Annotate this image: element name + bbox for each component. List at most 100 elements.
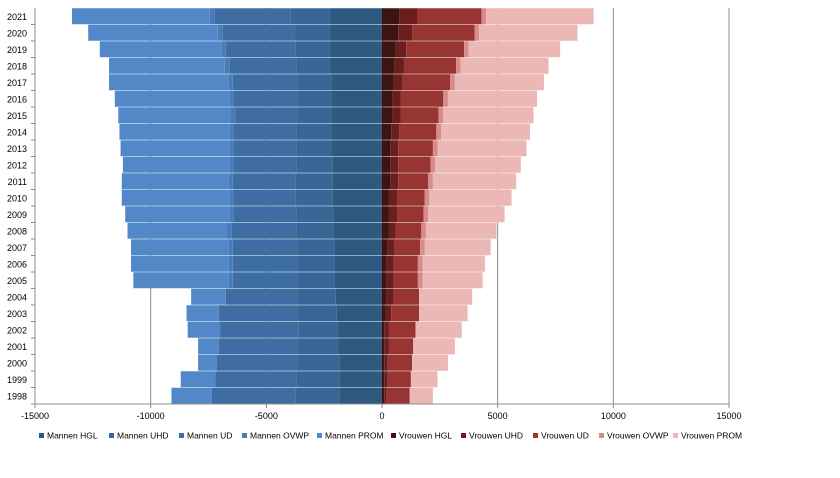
x-tick-label: 15000 (716, 411, 741, 421)
bar-vrouwen-prom-2003 (419, 305, 468, 322)
x-tick-label: 5000 (488, 411, 508, 421)
y-tick-label: 2002 (7, 325, 27, 335)
bar-mannen-hgl-2016 (331, 90, 382, 107)
bar-vrouwen-ud-2014 (399, 123, 437, 140)
bar-vrouwen-ud-2009 (397, 206, 424, 223)
bar-vrouwen-uhd-2003 (385, 305, 392, 322)
bar-vrouwen-hgl-2001 (382, 338, 385, 355)
bar-vrouwen-hgl-2013 (382, 140, 391, 157)
bar-mannen-uhd-2020 (294, 24, 330, 41)
y-tick-label: 2021 (7, 12, 27, 22)
bar-vrouwen-ovwp-2006 (417, 255, 423, 272)
bar-vrouwen-ovwp-2015 (438, 107, 444, 124)
bar-mannen-hgl-2004 (335, 288, 382, 305)
bar-vrouwen-prom-2002 (415, 321, 462, 338)
bar-vrouwen-ud-2010 (397, 189, 425, 206)
bar-mannen-hgl-2011 (332, 173, 382, 190)
legend-swatch-mannen-ovwp (242, 433, 247, 438)
bar-vrouwen-ovwp-2013 (432, 140, 438, 157)
bar-mannen-prom-2002 (187, 321, 221, 338)
bar-mannen-hgl-2019 (329, 41, 382, 58)
bar-mannen-uhd-2003 (297, 305, 337, 322)
bar-mannen-hgl-1999 (339, 371, 382, 388)
legend-swatch-mannen-uhd (109, 433, 114, 438)
y-tick-label: 2008 (7, 226, 27, 236)
y-tick-label: 2011 (8, 177, 27, 187)
y-tick-label: 2020 (7, 28, 27, 38)
legend-swatch-vrouwen-prom (673, 433, 678, 438)
bar-vrouwen-ud-1998 (386, 387, 410, 404)
bar-mannen-hgl-2006 (334, 255, 382, 272)
y-tick-label: 2016 (7, 94, 27, 104)
bar-vrouwen-hgl-2004 (382, 288, 387, 305)
bar-mannen-uhd-2005 (297, 272, 335, 289)
bar-mannen-ovwp-2015 (230, 107, 236, 124)
bar-mannen-uhd-2001 (297, 338, 339, 355)
bar-vrouwen-uhd-1999 (384, 371, 388, 388)
x-tick-label: 10000 (601, 411, 626, 421)
bar-mannen-prom-2005 (133, 272, 229, 289)
legend-swatch-mannen-hgl (39, 433, 44, 438)
bar-vrouwen-hgl-2021 (382, 8, 400, 25)
bar-mannen-hgl-2000 (339, 354, 382, 371)
bar-mannen-prom-2008 (127, 222, 228, 239)
bar-mannen-uhd-2007 (297, 239, 335, 256)
bar-vrouwen-ovwp-2005 (417, 272, 423, 289)
bar-vrouwen-prom-2016 (447, 90, 537, 107)
bar-mannen-ud-2015 (235, 107, 298, 124)
bar-vrouwen-ud-1999 (387, 371, 411, 388)
bar-vrouwen-hgl-2020 (382, 24, 399, 41)
bar-vrouwen-uhd-2005 (386, 272, 394, 289)
bar-mannen-ovwp-2008 (227, 222, 232, 239)
bar-vrouwen-prom-2000 (412, 354, 448, 371)
bar-mannen-ovwp-2005 (228, 272, 233, 289)
bar-vrouwen-ovwp-2009 (423, 206, 429, 223)
bar-vrouwen-ud-2003 (391, 305, 420, 322)
bar-vrouwen-hgl-2002 (382, 321, 385, 338)
bar-vrouwen-prom-2011 (432, 173, 517, 190)
bar-vrouwen-ovwp-2014 (436, 123, 441, 140)
bar-vrouwen-uhd-2021 (399, 8, 418, 25)
bar-mannen-hgl-2020 (329, 24, 382, 41)
bar-vrouwen-hgl-2018 (382, 57, 395, 74)
bar-vrouwen-uhd-2004 (386, 288, 394, 305)
legend-swatch-mannen-prom (317, 433, 322, 438)
bar-vrouwen-hgl-2012 (382, 156, 391, 173)
bar-mannen-uhd-2019 (295, 41, 330, 58)
bar-vrouwen-prom-2008 (425, 222, 497, 239)
bar-mannen-uhd-2015 (297, 107, 332, 124)
legend-swatch-mannen-ud (179, 433, 184, 438)
bar-mannen-hgl-2015 (331, 107, 382, 124)
bar-vrouwen-ud-2016 (400, 90, 444, 107)
bar-mannen-hgl-2003 (336, 305, 382, 322)
bar-vrouwen-ovwp-2019 (464, 41, 469, 58)
bar-mannen-uhd-2014 (296, 123, 332, 140)
bar-mannen-prom-1999 (180, 371, 216, 388)
bar-vrouwen-ud-2001 (388, 338, 414, 355)
bar-mannen-ud-2021 (214, 8, 291, 25)
bar-mannen-ud-2012 (233, 156, 297, 173)
bar-mannen-uhd-2017 (297, 74, 332, 91)
bar-vrouwen-hgl-2015 (382, 107, 393, 124)
bar-vrouwen-ud-2000 (387, 354, 413, 371)
bar-vrouwen-hgl-2008 (382, 222, 389, 239)
bar-mannen-uhd-2006 (297, 255, 335, 272)
bar-vrouwen-prom-2006 (422, 255, 485, 272)
bar-mannen-hgl-2010 (332, 189, 382, 206)
bar-vrouwen-hgl-2017 (382, 74, 394, 91)
y-tick-label: 2005 (7, 276, 27, 286)
bar-mannen-uhd-2008 (296, 222, 334, 239)
bar-vrouwen-hgl-1998 (382, 387, 385, 404)
bar-mannen-prom-2021 (72, 8, 210, 25)
y-tick-label: 2001 (7, 342, 27, 352)
bar-mannen-ud-2007 (232, 239, 298, 256)
y-tick-label: 2009 (7, 210, 27, 220)
y-tick-label: 2004 (7, 292, 27, 302)
bar-vrouwen-ovwp-2007 (420, 239, 425, 256)
bar-vrouwen-uhd-2010 (388, 189, 398, 206)
bar-mannen-uhd-2018 (296, 57, 330, 74)
y-tick-label: 2006 (7, 259, 27, 269)
bar-mannen-ovwp-2014 (229, 123, 234, 140)
bar-mannen-hgl-2014 (331, 123, 382, 140)
bar-vrouwen-uhd-2014 (391, 123, 400, 140)
